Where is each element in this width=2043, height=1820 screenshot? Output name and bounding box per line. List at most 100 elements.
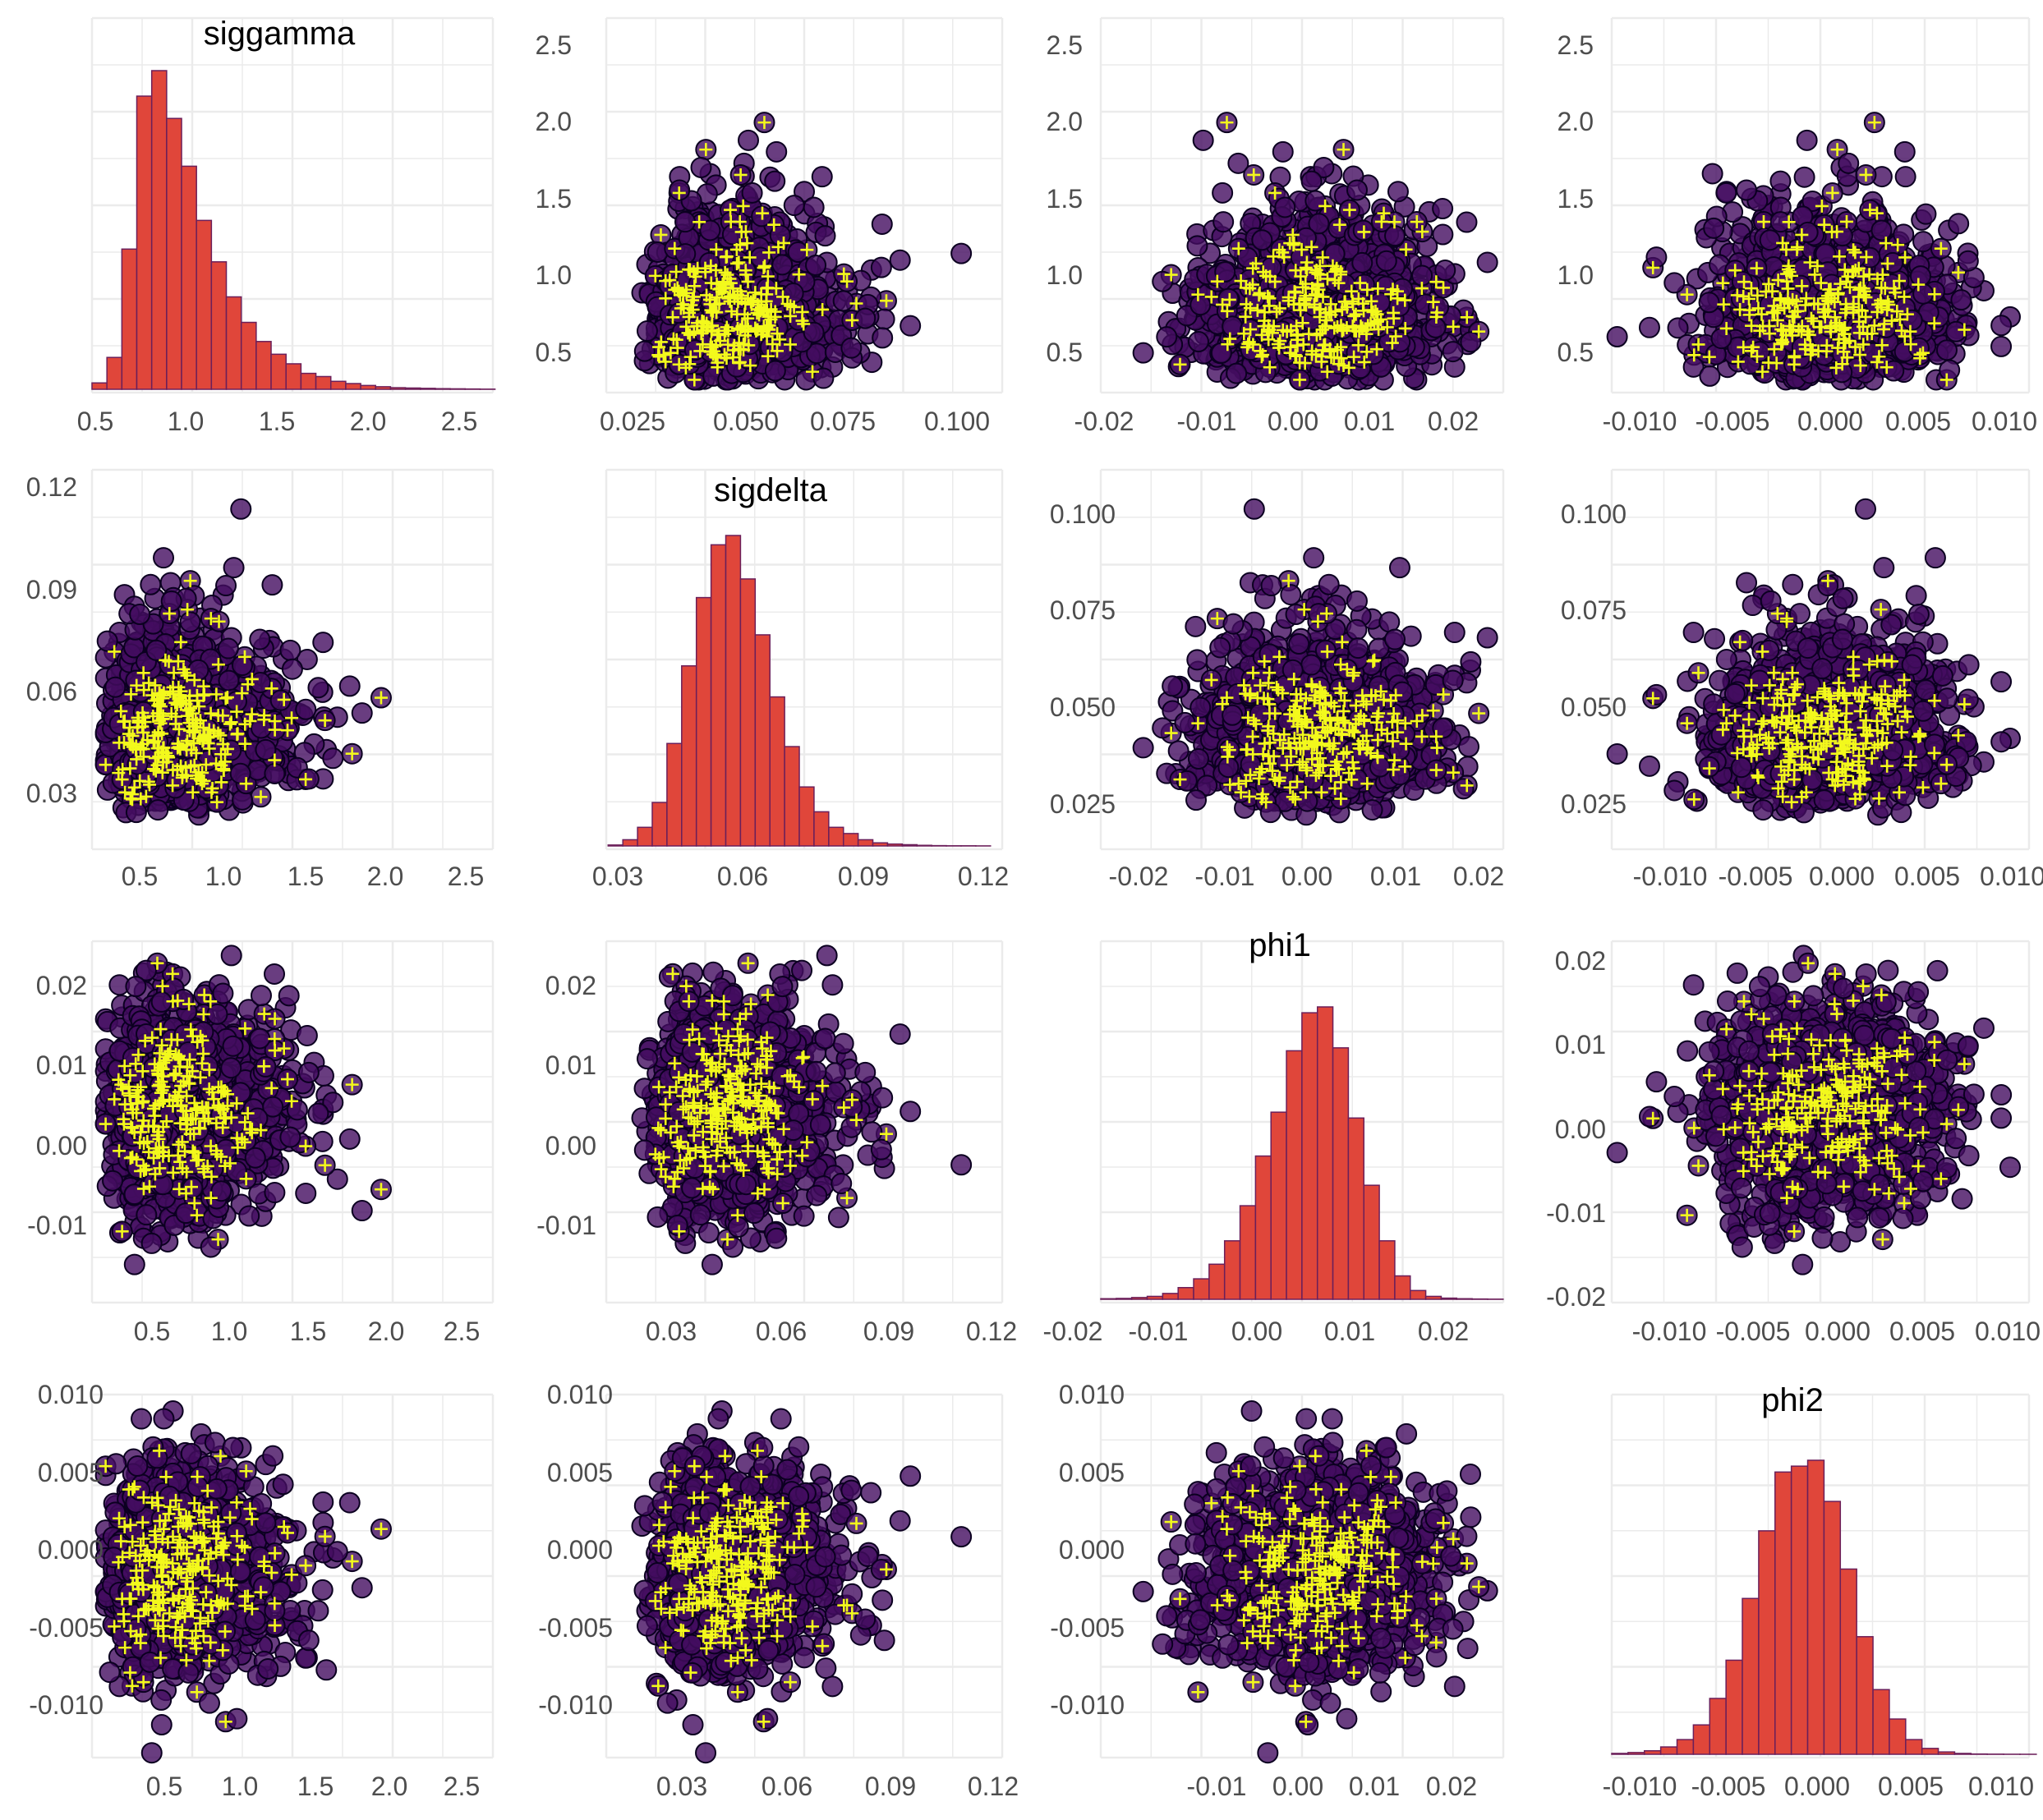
posterior-point — [1915, 203, 1937, 225]
histogram-bar — [1856, 1636, 1874, 1755]
histogram-bar — [181, 165, 197, 390]
histogram-bar — [1905, 1739, 1923, 1755]
histogram-bar — [419, 388, 436, 390]
posterior-point — [1189, 294, 1212, 316]
posterior-point — [1260, 256, 1282, 278]
posterior-point — [674, 243, 697, 265]
histogram-bar — [315, 375, 332, 390]
histogram-bar — [449, 388, 467, 390]
posterior-point — [1251, 229, 1273, 251]
histogram-bar — [798, 786, 815, 847]
posterior-point — [1769, 170, 1792, 192]
histogram-bar — [1363, 1184, 1380, 1300]
histogram-bar — [1100, 1298, 1117, 1300]
histogram-bar — [1193, 1278, 1210, 1300]
histogram-bar — [1286, 1050, 1303, 1300]
histogram-bar — [886, 843, 904, 847]
posterior-point — [1950, 289, 1972, 311]
histogram-bar — [121, 248, 138, 390]
posterior-point — [1476, 251, 1498, 273]
posterior-point — [1428, 296, 1450, 319]
histogram-bar — [435, 388, 451, 390]
histogram-bar — [1347, 1117, 1364, 1300]
posterior-point — [1132, 342, 1154, 364]
histogram-layer — [91, 70, 2037, 1755]
posterior-point — [889, 249, 911, 271]
posterior-point — [854, 307, 877, 329]
histogram-bar — [1332, 1047, 1350, 1300]
histogram-bar — [857, 839, 874, 847]
histogram-bar — [136, 95, 153, 390]
histogram-bar — [1146, 1295, 1164, 1300]
posterior-point — [737, 129, 759, 151]
posterior-point — [1434, 260, 1456, 282]
posterior-point — [872, 327, 894, 349]
histogram-bar — [1806, 1459, 1825, 1755]
posterior-point — [633, 340, 656, 362]
histogram-bar — [1611, 1753, 1629, 1755]
posterior-point — [771, 254, 794, 276]
posterior-point — [1990, 315, 2013, 337]
posterior-point — [1192, 129, 1214, 151]
histogram-bar — [285, 363, 302, 390]
histogram-bar — [1424, 1295, 1443, 1300]
posterior-point — [1460, 331, 1482, 353]
histogram-bar — [1456, 1298, 1473, 1300]
posterior-point — [1456, 211, 1478, 233]
histogram-bar — [725, 535, 742, 847]
histogram-bar — [651, 802, 668, 847]
histogram-bar — [813, 811, 830, 847]
posterior-point — [741, 182, 763, 204]
posterior-point — [764, 170, 786, 192]
histogram-bar — [1316, 1006, 1334, 1300]
posterior-point — [1272, 140, 1294, 163]
histogram-bar — [404, 387, 421, 390]
posterior-point — [1387, 181, 1409, 203]
posterior-point — [1606, 326, 1628, 348]
histogram-bar — [1839, 1568, 1857, 1755]
histogram-bar — [739, 578, 757, 847]
histogram-bar — [916, 844, 932, 847]
histogram-bar — [1440, 1297, 1458, 1300]
histogram-bar — [1921, 1748, 1939, 1755]
histogram-bar — [1790, 1465, 1809, 1755]
histogram-bar — [240, 321, 257, 390]
posterior-point — [690, 156, 712, 178]
histogram-bar — [842, 833, 859, 847]
histogram-bar — [1953, 1753, 1972, 1755]
posterior-point — [814, 225, 836, 247]
histogram-bar — [1659, 1746, 1678, 1755]
histogram-bar — [1725, 1659, 1743, 1755]
posterior-point — [1323, 243, 1346, 265]
posterior-point — [1796, 129, 1818, 151]
histogram-bar — [345, 383, 361, 390]
histogram-bar — [784, 746, 800, 847]
histogram-bar — [210, 261, 228, 390]
posterior-point — [1894, 166, 1916, 188]
histogram-bar — [360, 384, 376, 390]
histogram-bar — [1301, 1012, 1318, 1300]
histogram-bar — [710, 544, 727, 847]
histogram-bar — [1208, 1263, 1226, 1300]
histogram-bar — [196, 219, 213, 390]
posterior-point — [950, 242, 973, 264]
histogram-bar — [1889, 1718, 1907, 1755]
histogram-bar — [1223, 1240, 1241, 1300]
histogram-bar — [828, 826, 844, 847]
posterior-point — [764, 360, 786, 382]
histogram-bar — [872, 842, 889, 847]
histogram-bar — [1378, 1240, 1396, 1300]
histogram-bar — [270, 353, 287, 390]
posterior-point — [1226, 362, 1248, 384]
histogram-bar — [166, 117, 182, 390]
posterior-point — [1187, 331, 1209, 353]
histogram-bar — [1937, 1751, 1956, 1755]
posterior-point — [1304, 190, 1327, 212]
histogram-bar — [1627, 1752, 1645, 1755]
histogram-bar — [225, 296, 242, 390]
posterior-point — [1274, 196, 1296, 218]
posterior-point — [636, 320, 658, 342]
histogram-bar — [1239, 1205, 1257, 1300]
histogram-bar — [695, 596, 712, 847]
posterior-point — [1793, 166, 1815, 188]
